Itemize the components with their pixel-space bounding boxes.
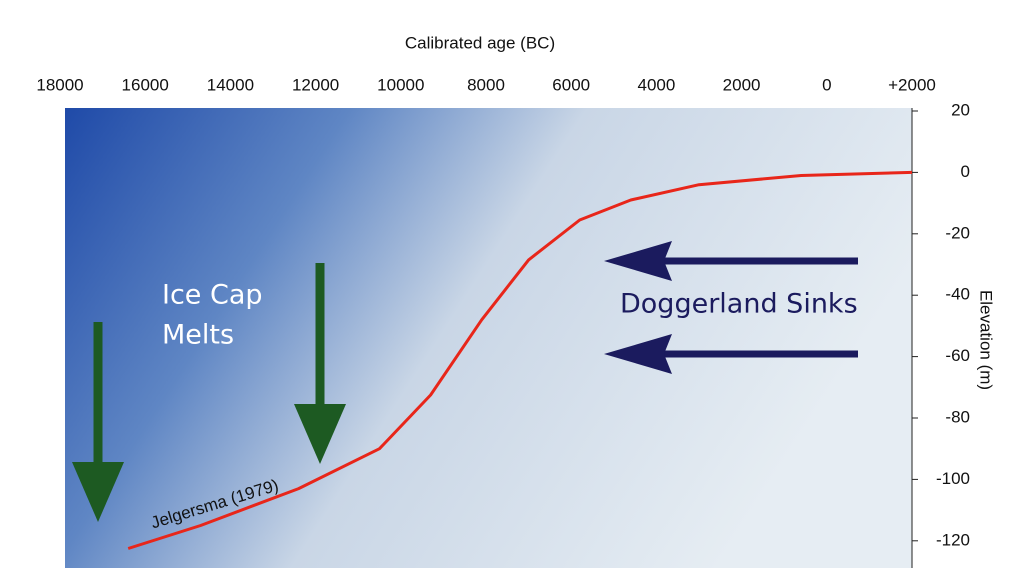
y-tick-label: -120 [936,530,970,549]
y-tick-label: -80 [945,407,970,426]
plot-background [65,108,912,568]
x-tick-label: 0 [822,75,831,94]
navy-arrows [604,241,858,374]
annotation: Doggerland Sinks [620,289,858,320]
x-tick-label: 12000 [292,75,339,94]
y-axis-title: Elevation (m) [977,290,996,390]
x-tick-label: +2000 [888,75,936,94]
annotation: Melts [162,320,234,351]
x-tick-label: 8000 [467,75,505,94]
arrow-head [294,404,346,464]
y-tick-label: -40 [945,285,970,304]
x-axis-title: Calibrated age (BC) [405,33,555,52]
y-tick-label: -100 [936,469,970,488]
y-tick-label: 0 [961,162,970,181]
x-tick-label: 16000 [122,75,169,94]
arrow-head [72,462,124,522]
annotation: Ice Cap [162,280,263,311]
x-tick-label: 2000 [723,75,761,94]
arrow-head [604,241,672,281]
x-tick-label: 14000 [207,75,254,94]
arrow-head [604,334,672,374]
y-tick-label: -20 [945,223,970,242]
x-tick-label: 4000 [637,75,675,94]
y-tick-label: 20 [951,100,970,119]
green-arrows [72,263,346,522]
y-tick-label: -60 [945,346,970,365]
x-tick-label: 6000 [552,75,590,94]
line-series [127,170,913,550]
x-tick-label: 10000 [377,75,424,94]
x-tick-label: 18000 [36,75,83,94]
